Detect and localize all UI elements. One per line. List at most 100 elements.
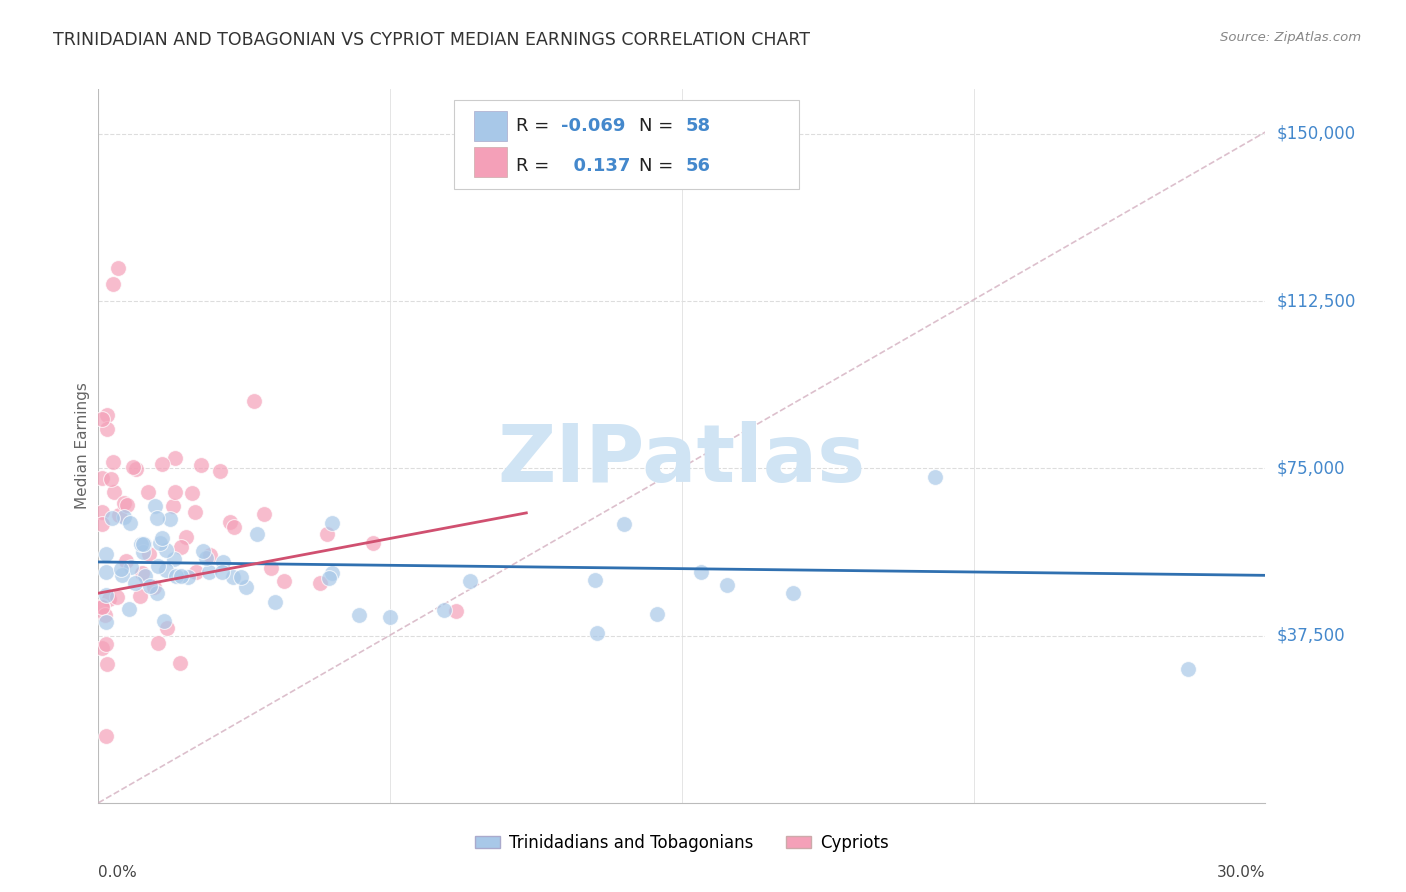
Point bbox=[273, 574, 295, 589]
Point bbox=[165, 568, 187, 582]
Point bbox=[229, 570, 252, 584]
Text: ZIPatlas: ZIPatlas bbox=[498, 421, 866, 500]
Point bbox=[235, 580, 257, 594]
Point bbox=[110, 562, 132, 576]
Text: Source: ZipAtlas.com: Source: ZipAtlas.com bbox=[1220, 31, 1361, 45]
Point bbox=[132, 537, 155, 551]
Point bbox=[146, 636, 169, 650]
Point bbox=[103, 454, 125, 468]
Point bbox=[134, 569, 156, 583]
Text: R =: R = bbox=[516, 157, 555, 175]
Point bbox=[150, 457, 173, 471]
Point bbox=[91, 640, 114, 655]
Point bbox=[209, 465, 232, 479]
Point bbox=[139, 579, 162, 593]
Point bbox=[105, 590, 128, 604]
Point bbox=[129, 536, 152, 550]
Point bbox=[96, 422, 118, 436]
Point bbox=[253, 508, 276, 522]
Point bbox=[111, 568, 134, 582]
Legend: Trinidadians and Tobagonians, Cypriots: Trinidadians and Tobagonians, Cypriots bbox=[468, 828, 896, 859]
Point bbox=[246, 527, 269, 541]
Point bbox=[156, 621, 179, 635]
Point bbox=[118, 601, 141, 615]
Text: $150,000: $150,000 bbox=[1277, 125, 1355, 143]
Point bbox=[149, 535, 172, 549]
Point bbox=[122, 460, 145, 475]
Point bbox=[129, 589, 152, 603]
Point bbox=[96, 657, 118, 671]
Point bbox=[444, 604, 467, 618]
Point bbox=[136, 484, 159, 499]
Point bbox=[112, 496, 135, 510]
Text: $75,000: $75,000 bbox=[1277, 459, 1346, 477]
Point bbox=[100, 472, 122, 486]
Point bbox=[361, 535, 384, 549]
Text: $37,500: $37,500 bbox=[1277, 626, 1346, 645]
Point bbox=[91, 412, 114, 426]
Point bbox=[1177, 662, 1199, 676]
Point bbox=[162, 551, 184, 566]
Point bbox=[91, 516, 114, 531]
Point bbox=[174, 530, 197, 544]
Point bbox=[924, 470, 946, 484]
Point bbox=[114, 554, 136, 568]
Point bbox=[645, 607, 668, 621]
Text: 0.0%: 0.0% bbox=[98, 865, 138, 880]
Point bbox=[91, 505, 114, 519]
Point bbox=[96, 729, 118, 743]
Point bbox=[94, 637, 117, 651]
Point bbox=[115, 498, 138, 512]
Point bbox=[131, 566, 153, 580]
Point bbox=[132, 536, 155, 550]
Bar bbox=[474, 112, 508, 141]
Point bbox=[458, 574, 481, 589]
Point bbox=[194, 551, 217, 566]
Text: N =: N = bbox=[638, 118, 679, 136]
Point bbox=[264, 594, 287, 608]
Point bbox=[613, 516, 636, 531]
Point bbox=[198, 565, 221, 579]
Point bbox=[191, 544, 214, 558]
Text: -0.069: -0.069 bbox=[561, 118, 624, 136]
Point bbox=[107, 260, 129, 275]
Point bbox=[108, 508, 131, 522]
Point bbox=[181, 486, 204, 500]
Point bbox=[170, 540, 193, 554]
Point bbox=[378, 609, 401, 624]
Point bbox=[146, 586, 169, 600]
Point bbox=[321, 516, 343, 531]
Point bbox=[153, 615, 176, 629]
Point bbox=[586, 626, 609, 640]
Point bbox=[184, 565, 207, 579]
Point bbox=[124, 461, 146, 475]
Point bbox=[150, 531, 173, 545]
Point bbox=[176, 570, 198, 584]
Point bbox=[316, 527, 339, 541]
Point bbox=[143, 580, 166, 594]
Point bbox=[347, 608, 370, 623]
Point bbox=[716, 578, 738, 592]
Point bbox=[138, 547, 160, 561]
Point bbox=[101, 511, 124, 525]
Text: TRINIDADIAN AND TOBAGONIAN VS CYPRIOT MEDIAN EARNINGS CORRELATION CHART: TRINIDADIAN AND TOBAGONIAN VS CYPRIOT ME… bbox=[53, 31, 810, 49]
Point bbox=[96, 547, 118, 561]
Point bbox=[583, 573, 606, 587]
Text: 58: 58 bbox=[685, 118, 710, 136]
Point bbox=[243, 394, 266, 409]
Point bbox=[260, 561, 283, 575]
Text: $112,500: $112,500 bbox=[1277, 292, 1355, 310]
Point bbox=[103, 277, 125, 291]
Point bbox=[190, 458, 212, 472]
Point bbox=[96, 588, 118, 602]
Point bbox=[318, 571, 340, 585]
Point bbox=[103, 485, 125, 500]
Point bbox=[222, 570, 245, 584]
Point bbox=[321, 566, 343, 580]
Text: 0.137: 0.137 bbox=[561, 157, 630, 175]
Point bbox=[433, 603, 456, 617]
Point bbox=[155, 543, 177, 558]
Point bbox=[162, 499, 184, 513]
Point bbox=[690, 565, 713, 579]
Point bbox=[96, 408, 118, 422]
